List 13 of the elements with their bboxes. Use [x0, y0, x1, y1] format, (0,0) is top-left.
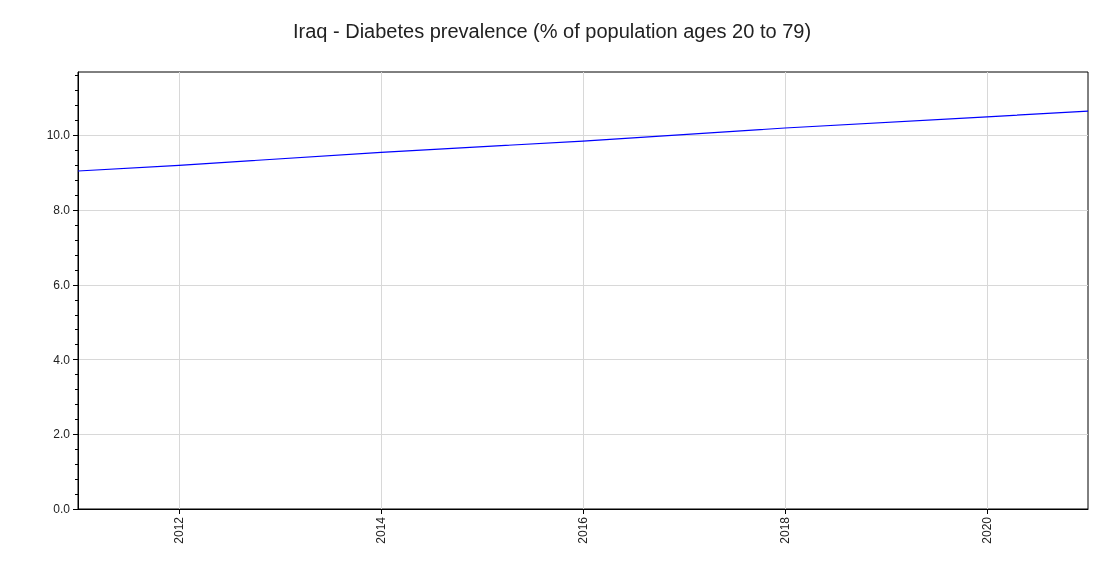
y-tick-label: 0.0	[53, 502, 71, 516]
x-tick-label: 2012	[172, 516, 186, 544]
line-series	[77, 110, 1089, 172]
y-tick-label: 6.0	[53, 277, 71, 292]
y-tick-label: 10.0	[46, 128, 71, 143]
x-tick-label: 2014	[374, 516, 388, 544]
y-tick-label: 8.0	[53, 203, 71, 218]
x-tick-label: 2020	[980, 516, 994, 544]
y-tick-label: 4.0	[53, 352, 71, 367]
x-tick-label: 2016	[576, 516, 590, 544]
chart-title: Iraq - Diabetes prevalence (% of population ages 20 to 79)	[292, 20, 812, 42]
x-tick-label: 2018	[778, 516, 792, 544]
y-tick-label: 2.0	[53, 427, 71, 442]
